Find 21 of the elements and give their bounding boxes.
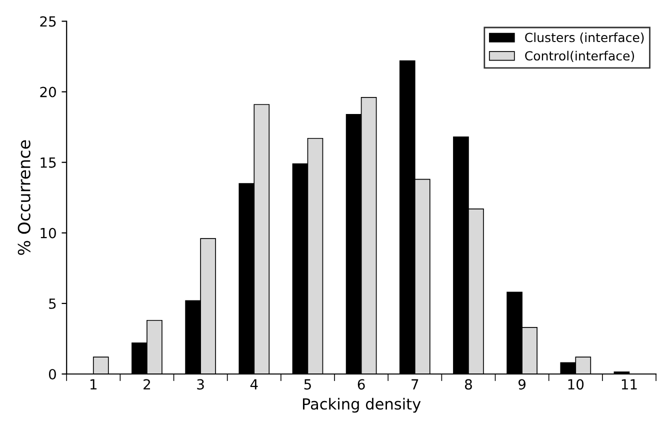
x-tick-label: 4: [250, 379, 258, 390]
x-tick-label: 10: [568, 379, 584, 390]
legend-label: Control(interface): [525, 50, 634, 62]
legend-label: Clusters (interface): [525, 32, 644, 44]
x-tick-label: 6: [358, 379, 365, 390]
y-axis-title: % Occurrence: [18, 140, 30, 255]
y-tick-label: 20: [40, 86, 56, 98]
x-tick-label: 2: [144, 379, 150, 390]
x-tick-label: 1: [90, 379, 97, 390]
y-tick-label: 0: [48, 368, 56, 380]
x-tick-label: 5: [304, 379, 311, 390]
y-tick-label: 25: [40, 16, 56, 27]
x-tick-label: 7: [412, 379, 418, 390]
y-tick-label: 10: [40, 228, 56, 238]
y-tick-label: 15: [40, 158, 56, 168]
x-tick-label: 3: [197, 379, 204, 390]
x-axis-title: Packing density: [302, 398, 421, 413]
y-tick-label: 5: [49, 298, 56, 309]
x-tick-label: 8: [464, 379, 472, 390]
x-tick-label: 9: [518, 379, 526, 390]
x-tick-label: 11: [622, 379, 637, 390]
